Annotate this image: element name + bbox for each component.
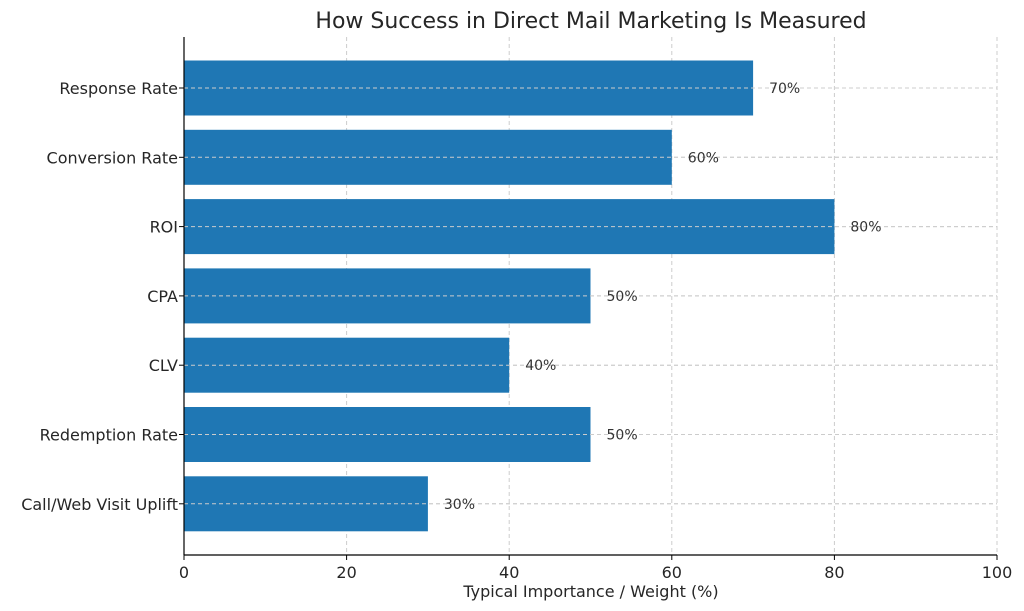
bars-layer: 70% 60% 80% 50% 40% 50% 30% [184,60,997,532]
category-label: Redemption Rate [40,426,178,445]
category-label: CLV [149,356,178,375]
x-tick-label: 20 [336,563,356,582]
category-label: ROI [150,218,178,237]
chart-title: How Success in Direct Mail Marketing Is … [315,9,866,34]
bar-value-label: 60% [688,150,719,166]
category-label: Conversion Rate [47,148,178,167]
bar-value-label: 30% [444,497,475,513]
x-tick-label: 40 [499,563,519,582]
bar-value-label: 70% [769,81,800,97]
ticks-layer: 0 20 40 60 80 100 Response Rate Conversion Rate… [21,79,1012,582]
x-tick-label: 80 [824,563,844,582]
x-tick-label: 60 [662,563,682,582]
x-tick-label: 0 [179,563,189,582]
bar-value-label: 50% [607,289,638,305]
bar-value-label: 40% [525,358,556,374]
x-tick-label: 100 [982,563,1013,582]
category-label: Response Rate [59,79,178,98]
bar-value-label: 50% [607,428,638,444]
x-axis-label: Typical Importance / Weight (%) [462,582,718,601]
category-label: Call/Web Visit Uplift [21,495,178,514]
bar-value-label: 80% [850,220,881,236]
category-label: CPA [147,287,178,306]
